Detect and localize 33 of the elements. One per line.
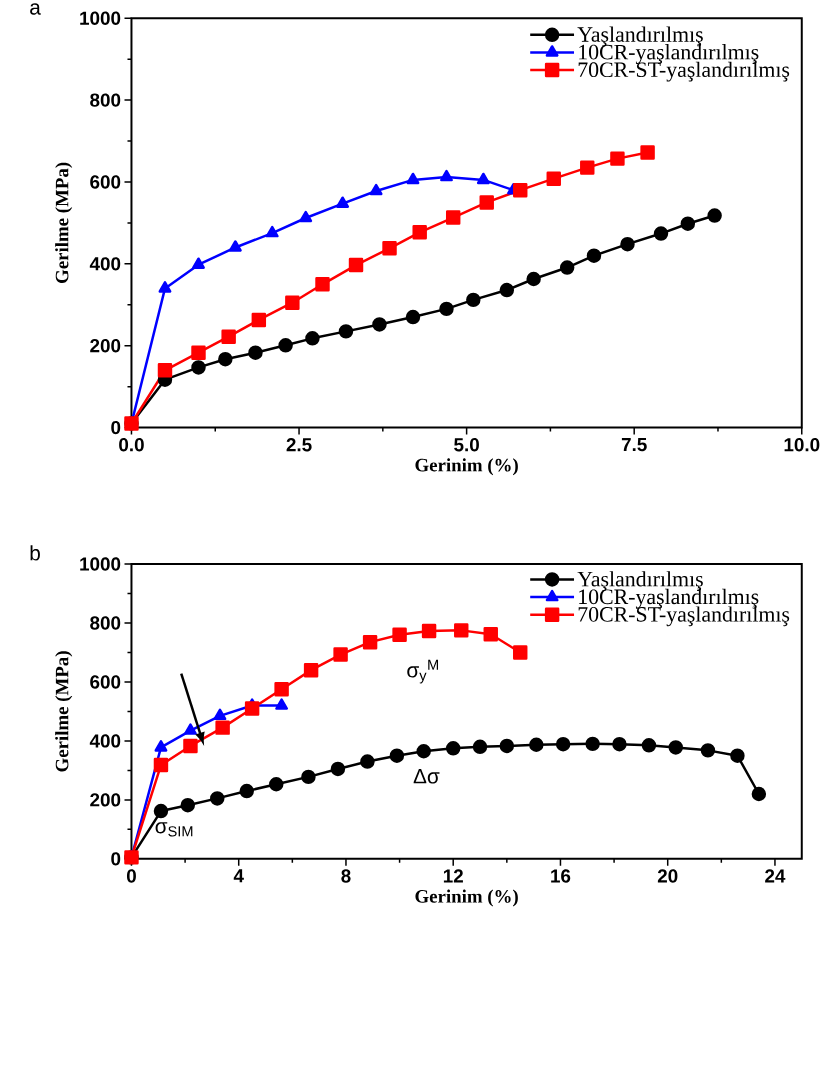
x-tick-label: 5.0	[454, 438, 480, 452]
text: b	[30, 545, 41, 561]
x-tick-label: 0.0	[119, 438, 144, 452]
y-tick-label: 0	[111, 420, 121, 435]
y-tick-label: 1000	[80, 11, 121, 25]
y-tick-label: 400	[89, 257, 121, 271]
y-tick-label: 1000	[80, 557, 121, 571]
annotation: Δσ	[413, 769, 440, 784]
x-tick-label: 24	[765, 869, 786, 883]
x-tick-label: 8	[341, 869, 351, 883]
x-tick-label: 10.0	[784, 438, 820, 452]
x-tick-label: 7.5	[622, 438, 647, 452]
y-axis-title: Gerilme (MPa)	[55, 651, 73, 772]
x-tick-label: 4	[233, 869, 245, 883]
y-tick-label: 800	[90, 616, 121, 630]
y-tick-label: 800	[90, 93, 121, 107]
y-tick-label: 200	[90, 339, 121, 353]
x-axis-title: Gerinim (%)	[415, 889, 519, 907]
x-tick-label: 12	[444, 869, 464, 883]
y-tick-label: 200	[90, 793, 121, 807]
x-tick-label: 16	[551, 869, 571, 883]
x-tick-label: 20	[658, 869, 678, 883]
y-tick-label: 400	[89, 734, 121, 748]
annotation: σ$_{SIM}$	[155, 822, 193, 837]
y-tick-label: 600	[90, 675, 121, 689]
x-axis-title: Gerinim (%)	[415, 458, 519, 476]
annotation: σ$_{y}$M	[407, 659, 439, 684]
y-tick-label: 600	[90, 175, 121, 189]
x-tick-label: 0	[127, 869, 137, 883]
y-axis-title: Gerilme (MPa)	[55, 162, 73, 283]
text: a	[30, 3, 41, 15]
y-tick-label: 0	[111, 852, 121, 866]
x-tick-label: 2.5	[286, 438, 312, 452]
